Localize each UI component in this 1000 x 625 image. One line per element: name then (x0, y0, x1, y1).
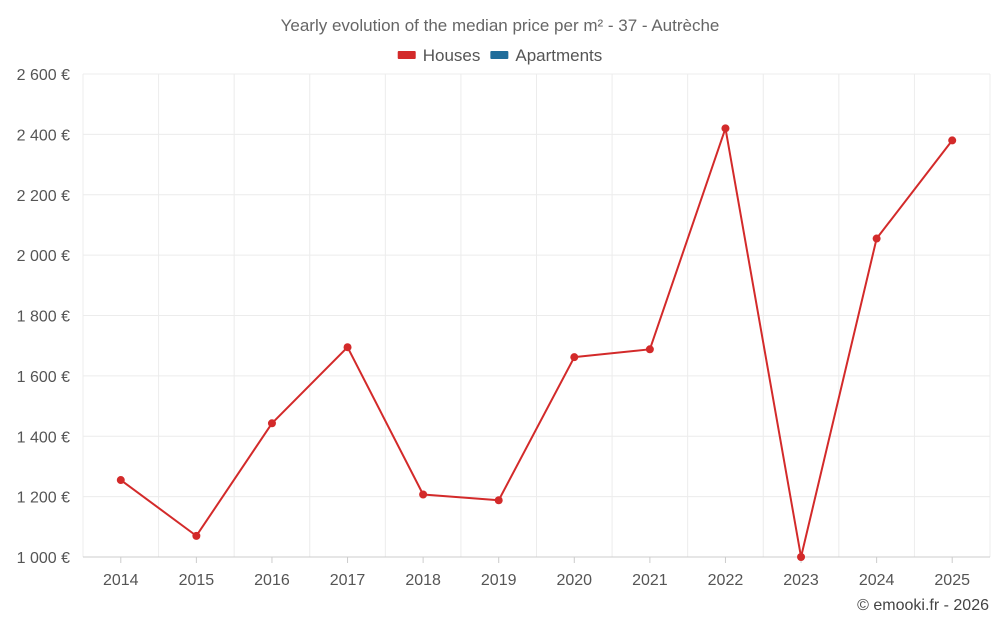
legend-item-apartments[interactable]: Apartments (490, 46, 602, 65)
data-point[interactable] (116, 476, 125, 485)
x-tick-label: 2025 (934, 572, 970, 589)
data-point[interactable] (721, 124, 730, 133)
x-tick-label: 2017 (330, 572, 366, 589)
legend-label: Houses (423, 46, 481, 65)
x-axis: 2014 2015 2016 2017 2018 2019 2020 2021 2022 2023… (103, 557, 970, 589)
x-tick-label: 2022 (708, 572, 744, 589)
y-tick-label: 1 200 € (17, 490, 70, 507)
x-tick-label: 2019 (481, 572, 517, 589)
x-tick-label: 2021 (632, 572, 668, 589)
y-axis: 1 000 € 1 200 € 1 400 € 1 600 € 1 800 € 2 000… (17, 67, 70, 567)
grid (82, 73, 991, 558)
y-tick-label: 2 200 € (17, 188, 70, 205)
legend-swatch (397, 51, 416, 59)
x-tick-label: 2016 (254, 572, 290, 589)
x-tick-label: 2020 (556, 572, 592, 589)
series-line-houses (120, 127, 954, 558)
y-tick-label: 1 000 € (17, 550, 70, 567)
data-point[interactable] (948, 136, 957, 145)
series-layer (116, 124, 957, 561)
y-tick-label: 2 600 € (17, 67, 70, 84)
x-tick-label: 2015 (179, 572, 215, 589)
credit: © emooki.fr - 2026 (857, 597, 989, 614)
legend-swatch (490, 51, 509, 59)
data-point[interactable] (267, 419, 276, 428)
y-tick-label: 2 400 € (17, 127, 70, 144)
data-point[interactable] (343, 343, 352, 352)
x-tick-label: 2018 (405, 572, 441, 589)
y-tick-label: 2 000 € (17, 248, 70, 265)
x-tick-label: 2023 (783, 572, 819, 589)
data-point[interactable] (419, 490, 428, 499)
x-tick-label: 2014 (103, 572, 139, 589)
data-point[interactable] (570, 353, 579, 362)
legend-label: Apartments (515, 46, 602, 65)
y-tick-label: 1 400 € (17, 429, 70, 446)
x-tick-label: 2024 (859, 572, 895, 589)
data-point[interactable] (494, 496, 503, 505)
y-tick-label: 1 800 € (17, 309, 70, 326)
legend-item-houses[interactable]: Houses (397, 46, 481, 65)
data-point[interactable] (645, 345, 654, 354)
chart-title: Yearly evolution of the median price per… (281, 16, 720, 35)
y-tick-label: 1 600 € (17, 369, 70, 386)
data-point[interactable] (192, 531, 201, 540)
legend: Houses Apartments (397, 46, 602, 65)
data-point[interactable] (797, 553, 806, 561)
data-point[interactable] (872, 234, 881, 243)
